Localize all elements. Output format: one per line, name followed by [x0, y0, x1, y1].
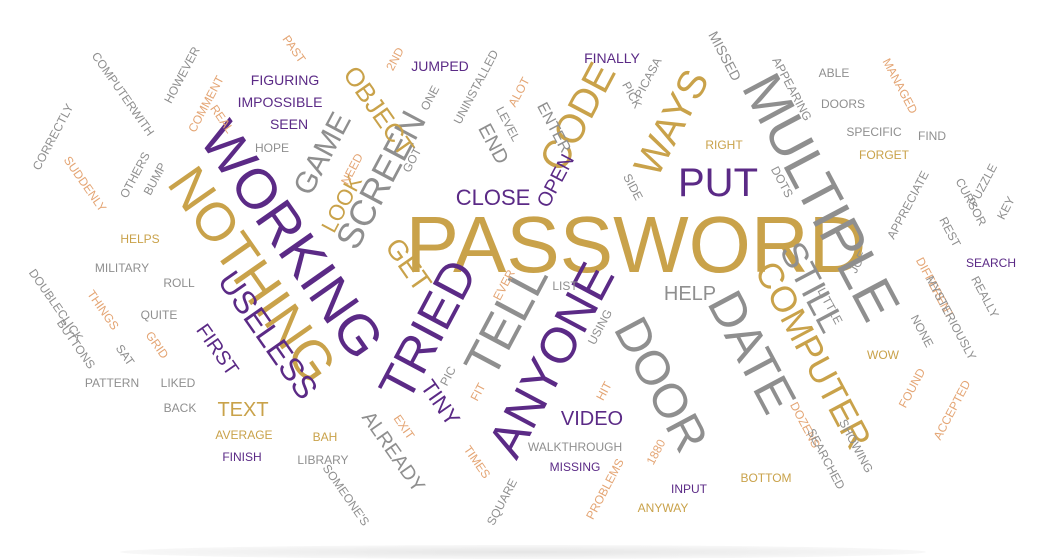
word-finish: FINISH	[222, 450, 262, 464]
word-bah: BAH	[312, 430, 338, 444]
word-2nd: 2ND	[383, 45, 407, 73]
word-rest: REST	[936, 214, 964, 250]
word-tiny: TINY	[415, 375, 466, 431]
word-past: PAST	[279, 32, 309, 66]
word-accepted: ACCEPTED	[930, 377, 974, 443]
word-help: HELP	[663, 283, 717, 305]
word-key: KEY	[994, 194, 1018, 222]
word-finally: FINALLY	[584, 50, 640, 66]
word-library: LIBRARY	[297, 453, 349, 467]
word-video: VIDEO	[560, 408, 624, 430]
word-roll: ROLL	[163, 276, 195, 290]
word-door: DOOR	[603, 308, 718, 461]
word-text: TEXT	[217, 399, 269, 421]
word-put: PUT	[678, 161, 758, 205]
word-alot: ALOT	[505, 74, 533, 110]
word-computerwith: COMPUTERWITH	[88, 49, 158, 139]
word-bottom: BOTTOM	[740, 471, 792, 485]
word-back: BACK	[163, 401, 197, 415]
word-one: ONE	[417, 83, 443, 113]
word-seen: SEEN	[269, 116, 309, 132]
word-input: INPUT	[671, 482, 707, 496]
word-liked: LIKED	[160, 376, 196, 390]
word-times: TIMES	[460, 442, 494, 482]
word-first: FIRST	[191, 320, 243, 380]
word-someones: SOMEONE'S	[319, 461, 373, 529]
word-1880: 1880	[643, 436, 669, 468]
word-things: THINGS	[84, 287, 122, 333]
word-hope: HOPE	[254, 141, 290, 155]
word-found: FOUND	[895, 365, 929, 411]
word-side: SIDE	[620, 171, 646, 203]
word-forget: FORGET	[859, 148, 909, 162]
word-hit: HIT	[593, 379, 615, 403]
word-password: PASSWORD	[405, 200, 867, 289]
word-helps: HELPS	[120, 232, 160, 246]
word-grid: GRID	[142, 328, 172, 362]
word-average: AVERAGE	[215, 428, 273, 442]
word-missed: MISSED	[705, 28, 745, 84]
word-wow: WOW	[867, 348, 899, 362]
word-missing: MISSING	[549, 460, 601, 474]
word-anyway: ANYWAY	[637, 501, 689, 515]
page-bottom-shadow	[120, 545, 926, 559]
word-figuring: FIGURING	[250, 72, 320, 88]
word-specific: SPECIFIC	[846, 125, 902, 139]
word-suddenly: SUDDENLY	[60, 153, 110, 215]
word-search: SEARCH	[965, 256, 1017, 270]
word-close: CLOSE	[455, 185, 531, 210]
word-pattern: PATTERN	[84, 376, 140, 390]
word-walkthrough: WALKTHROUGH	[527, 440, 623, 454]
word-quite: QUITE	[140, 308, 178, 322]
word-military: MILITARY	[94, 261, 150, 275]
word-able: ABLE	[818, 66, 850, 80]
word-sat: SAT	[112, 341, 138, 369]
word-find: FIND	[918, 129, 946, 143]
word-appreciate: APPRECIATE	[884, 168, 932, 242]
word-square: SQUARE	[483, 476, 521, 528]
word-impossible: IMPOSSIBLE	[237, 94, 323, 110]
word-jumped: JUMPED	[411, 58, 469, 74]
word-doors: DOORS	[820, 97, 866, 111]
word-however: HOWEVER	[161, 44, 203, 106]
word-managed: MANAGED	[879, 55, 921, 117]
word-really: REALLY	[968, 273, 1002, 321]
word-right: RIGHT	[705, 138, 743, 152]
word-list: LIST	[552, 279, 578, 293]
word-mysteriously: MYSTERIOUSLY	[922, 273, 980, 363]
word-fit: FIT	[467, 380, 489, 404]
word-none: NONE	[907, 312, 937, 350]
